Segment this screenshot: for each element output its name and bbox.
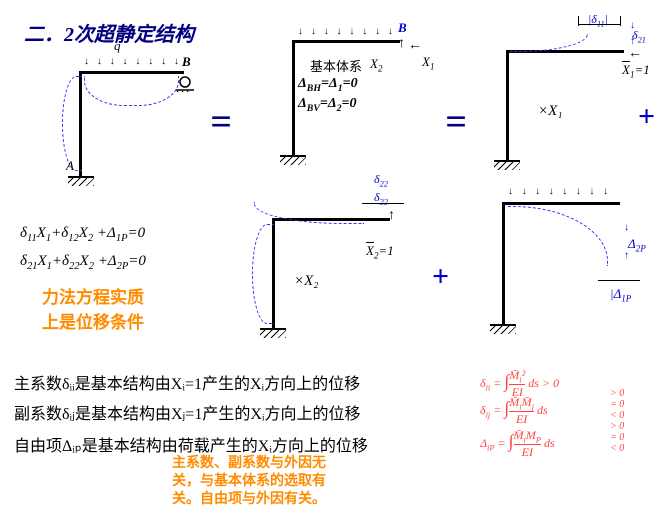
prim-eq1: ΔBH=Δ1=0 [298,76,358,94]
footnote: 主系数、副系数与外因无 关，与基本体系的选取有 关。自由项与外因有关。 [172,455,326,510]
node-a-label: A [66,158,74,174]
arrow-x1: ← [408,38,422,54]
equals-1: = [210,100,232,144]
x1-unit-structure: |δ11| δ21 ↓ ↑ ← X1=1 ×X₁ [492,18,657,178]
force-eq-1: δ11X1+δ12X2 +Δ1P=0 [20,225,145,244]
integral-side: δij = ∫M̄iM̄jEI ds [480,395,548,427]
load-arrows-prim: ↓↓↓↓↓↓↓↓ [298,26,393,37]
delta1p: |Δ1P [610,286,631,304]
prim-node-b: B [398,20,407,36]
x1bar-label: X1=1 [622,62,650,80]
emphasis-1: 力法方程实质 [42,283,144,308]
roller-support [174,74,196,97]
mult-x2: ×X₂ [294,273,319,290]
delta22-top: δ22 [374,172,388,188]
load-case-structure: ↓↓↓↓↓↓↓↓ Δ2P ↓ ↑ |Δ1P [480,178,655,348]
equals-2: = [445,100,467,144]
page-title: 二．2次超静定结构 [24,18,194,47]
x2-unit-structure: δ22 δ22 ↑ X2=1 ×X₂ [258,178,428,348]
integral-free-sign: > 0= 0< 0 [610,421,624,454]
force-x1: X1 [422,54,435,72]
primary-system: ↓↓↓↓↓↓↓↓ B ↑ X2 ← X1 基本体系 ΔBH=Δ1=0 ΔBV=Δ… [270,18,420,178]
integral-free: ΔiP = ∫M̄iMPEI ds [480,428,555,460]
load-arrows-p: ↓↓↓↓↓↓↓↓ [508,186,608,197]
delta2p: Δ2P [628,236,646,254]
mult-x1: ×X₁ [538,103,563,120]
force-x2: X2 [370,56,383,74]
arrow-x1bar: ← [628,46,642,62]
force-eq-2: δ21X1+δ22X2 +Δ2P=0 [20,253,146,272]
prim-label: 基本体系 [310,56,362,75]
arrow-x2: ↑ [398,36,405,52]
node-b-label: B [182,54,191,70]
load-label-q: q [114,38,121,54]
x2bar-label: X2=1 [366,243,394,261]
emphasis-2: 上是位移条件 [42,308,144,333]
prim-eq2: ΔBV=Δ2=0 [298,96,357,114]
exp-main-coef: 主系数δᵢᵢ是基本结构由Xᵢ=1产生的Xᵢ方向上的位移 [14,370,360,394]
integral-side-sign: > 0= 0< 0 [610,388,624,421]
delta11-dim: |δ11| [588,12,608,28]
plus-1: + [638,100,655,134]
exp-free-term: 自由项Δᵢₚ是基本结构由荷载产生的Xᵢ方向上的位移 [14,432,368,456]
original-structure: q ↓↓↓↓↓↓↓↓ A B [54,46,184,191]
plus-2: + [432,260,449,294]
arrow-x2bar: ↑ [388,208,395,224]
load-arrows-orig: ↓↓↓↓↓↓↓↓ [84,56,179,67]
exp-side-coef: 副系数δᵢⱼ是基本结构由Xⱼ=1产生的Xᵢ方向上的位移 [14,400,361,424]
